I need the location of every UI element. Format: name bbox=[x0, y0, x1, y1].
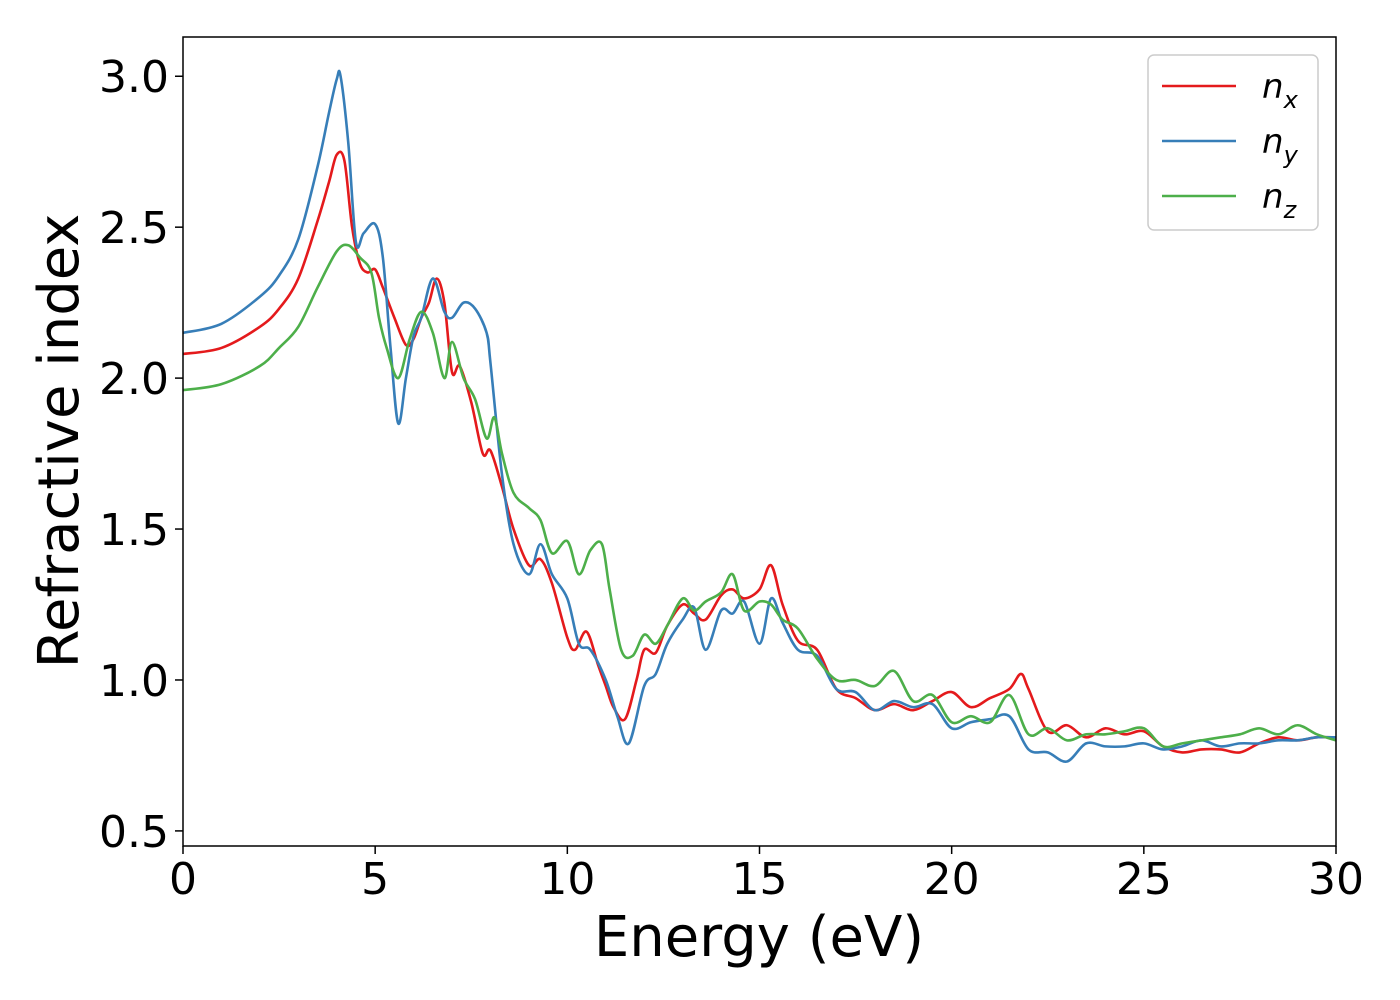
legend-label-x: nx bbox=[1262, 67, 1299, 114]
legend-label-base: n bbox=[1262, 67, 1284, 107]
series-line-y bbox=[183, 69, 1336, 763]
legend-label-z: nz bbox=[1262, 177, 1298, 224]
legend-label-subscript: z bbox=[1283, 196, 1298, 224]
series-line-z bbox=[183, 243, 1336, 749]
x-tick-label: 25 bbox=[1116, 854, 1172, 905]
y-tick-label: 2.0 bbox=[99, 354, 169, 405]
y-tick-label: 3.0 bbox=[99, 52, 169, 103]
x-tick-label: 0 bbox=[169, 854, 197, 905]
series-layer bbox=[183, 69, 1336, 763]
y-tick-label: 1.0 bbox=[99, 656, 169, 707]
legend-label-base: n bbox=[1262, 177, 1284, 217]
x-tick-label: 20 bbox=[924, 854, 980, 905]
x-tick-label: 30 bbox=[1308, 854, 1364, 905]
legend-box bbox=[1147, 54, 1319, 231]
x-tick-label: 5 bbox=[361, 854, 389, 905]
legend-label-subscript: y bbox=[1283, 141, 1299, 169]
y-tick-label: 0.5 bbox=[99, 807, 169, 858]
y-axis: 0.5 1.0 1.5 2.0 2.5 3.0 bbox=[99, 52, 183, 858]
x-axis-label: Energy (eV) bbox=[594, 905, 924, 970]
legend-label-base: n bbox=[1262, 122, 1284, 162]
x-tick-label: 15 bbox=[732, 854, 788, 905]
legend-label-subscript: x bbox=[1283, 86, 1299, 114]
legend-label-y: ny bbox=[1262, 122, 1299, 169]
y-tick-label: 1.5 bbox=[99, 505, 169, 556]
x-axis: 0 5 10 15 20 25 30 bbox=[169, 846, 1364, 905]
y-axis-label: Refractive index bbox=[27, 214, 92, 669]
y-tick-label: 2.5 bbox=[99, 203, 169, 254]
x-tick-label: 10 bbox=[539, 854, 595, 905]
